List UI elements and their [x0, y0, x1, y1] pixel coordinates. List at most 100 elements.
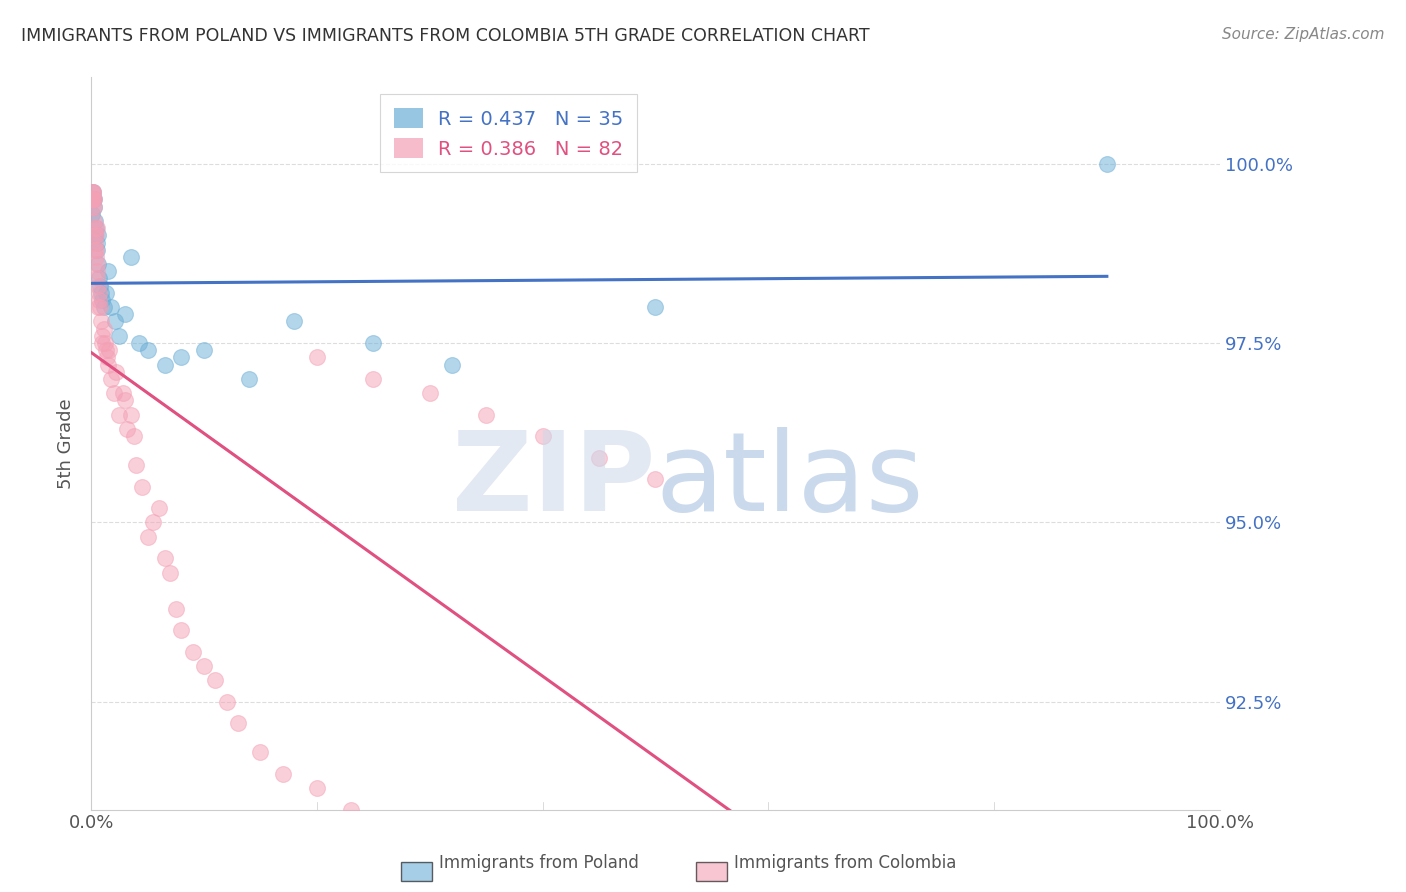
Point — [90, 285, 112, 300]
Point — [644, 472, 666, 486]
Text: Immigrants from Poland: Immigrants from Poland — [439, 855, 638, 872]
Point — [89, 271, 111, 285]
Point — [83, 200, 105, 214]
Point — [89, 300, 111, 314]
Point — [84, 221, 107, 235]
Point — [108, 408, 131, 422]
Point — [193, 659, 215, 673]
Point — [93, 321, 115, 335]
Point — [103, 386, 125, 401]
Point — [96, 351, 118, 365]
Point — [83, 221, 105, 235]
Point — [120, 250, 142, 264]
Point — [80, 207, 103, 221]
Point — [94, 285, 117, 300]
Point — [82, 193, 104, 207]
Point — [588, 450, 610, 465]
Point — [82, 186, 104, 200]
Point — [509, 867, 531, 881]
Point — [114, 307, 136, 321]
Point — [136, 530, 159, 544]
Point — [226, 716, 249, 731]
Point — [90, 336, 112, 351]
Point — [125, 458, 148, 472]
Point — [97, 358, 120, 372]
Point — [83, 193, 105, 207]
Point — [86, 264, 108, 278]
Point — [93, 300, 115, 314]
Point — [159, 566, 181, 580]
Point — [114, 393, 136, 408]
Point — [100, 372, 122, 386]
Point — [441, 846, 464, 860]
Point — [142, 516, 165, 530]
Point — [84, 228, 107, 243]
Point — [82, 186, 104, 200]
Point — [80, 186, 103, 200]
Point — [83, 193, 105, 207]
Point — [91, 293, 114, 307]
Point — [104, 314, 127, 328]
Point — [441, 358, 464, 372]
Point — [249, 745, 271, 759]
Point — [94, 343, 117, 358]
Point — [86, 221, 108, 235]
Point — [83, 214, 105, 228]
Point — [644, 300, 666, 314]
Point — [90, 314, 112, 328]
Point — [1095, 156, 1118, 170]
Point — [82, 186, 104, 200]
Point — [181, 645, 204, 659]
Text: Immigrants from Colombia: Immigrants from Colombia — [734, 855, 956, 872]
Point — [111, 386, 134, 401]
Point — [588, 888, 610, 892]
Point — [100, 300, 122, 314]
Point — [91, 328, 114, 343]
Point — [87, 300, 110, 314]
Point — [165, 601, 187, 615]
Point — [271, 766, 294, 780]
Point — [83, 200, 105, 214]
Point — [363, 372, 385, 386]
Point — [475, 408, 498, 422]
Text: Source: ZipAtlas.com: Source: ZipAtlas.com — [1222, 27, 1385, 42]
Point — [86, 243, 108, 257]
Point — [339, 803, 361, 817]
Point — [86, 271, 108, 285]
Point — [120, 408, 142, 422]
Point — [82, 200, 104, 214]
Text: ZIP: ZIP — [453, 426, 655, 533]
Point — [215, 695, 238, 709]
Point — [83, 214, 105, 228]
Point — [108, 328, 131, 343]
Point — [170, 351, 193, 365]
Point — [305, 780, 328, 795]
Point — [104, 365, 127, 379]
Y-axis label: 5th Grade: 5th Grade — [58, 398, 75, 489]
Point — [148, 501, 170, 516]
Point — [283, 314, 305, 328]
Point — [170, 623, 193, 637]
Point — [97, 264, 120, 278]
Point — [84, 228, 107, 243]
Point — [84, 243, 107, 257]
Point — [86, 257, 108, 271]
Point — [93, 336, 115, 351]
Point — [193, 343, 215, 358]
Point — [153, 358, 176, 372]
Legend: R = 0.437   N = 35, R = 0.386   N = 82: R = 0.437 N = 35, R = 0.386 N = 82 — [380, 95, 637, 172]
Point — [204, 673, 226, 688]
Point — [128, 336, 150, 351]
Point — [238, 372, 260, 386]
Point — [531, 429, 554, 443]
Point — [83, 235, 105, 250]
Point — [385, 824, 408, 838]
Point — [89, 293, 111, 307]
Point — [87, 257, 110, 271]
Point — [363, 336, 385, 351]
Point — [131, 479, 153, 493]
Point — [117, 422, 139, 436]
Point — [87, 285, 110, 300]
Point — [122, 429, 145, 443]
Point — [136, 343, 159, 358]
